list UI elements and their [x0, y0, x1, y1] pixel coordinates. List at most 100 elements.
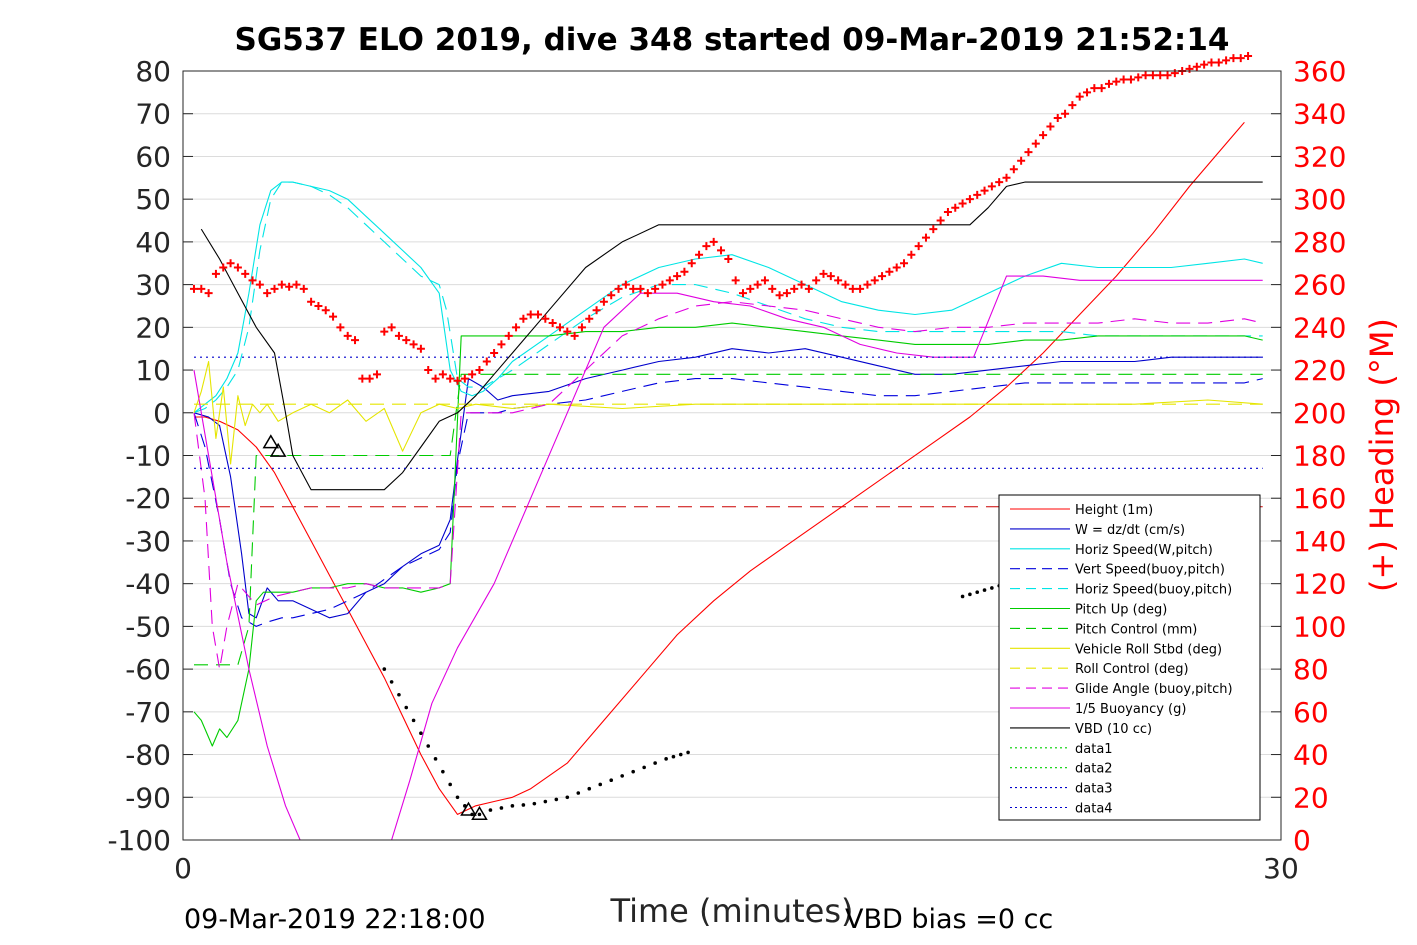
y2-tick-label: 340	[1293, 98, 1346, 131]
heading-marker	[599, 297, 608, 306]
heading-marker	[424, 366, 433, 375]
heading-marker	[226, 259, 235, 268]
heading-marker	[1163, 71, 1172, 80]
heading-marker	[621, 280, 630, 289]
data-point-marker	[543, 799, 548, 804]
series-group	[193, 121, 1263, 840]
series-pitch-control-mm	[194, 373, 1263, 666]
heading-marker	[1046, 122, 1055, 131]
data-point-marker	[419, 731, 423, 735]
legend-label: Horiz Speed(buoy,pitch)	[1075, 583, 1232, 598]
heading-marker	[197, 284, 206, 293]
heading-marker	[753, 280, 762, 289]
y-tick-label: 70	[135, 98, 171, 131]
triangle-marker	[269, 442, 287, 457]
heading-marker	[1214, 58, 1223, 67]
heading-marker	[321, 306, 330, 315]
heading-marker	[255, 280, 264, 289]
heading-marker	[416, 344, 425, 353]
y-tick-label: -60	[125, 653, 171, 686]
heading-marker	[541, 314, 550, 323]
left-axis-ticks: 80 70 60 50 40 30 20 10 0 -10 -20 -30 -40 -50 -60 -70 -8…	[107, 55, 193, 857]
series-glide-angle-buoy-pitch	[193, 301, 1263, 670]
heading-marker	[885, 267, 894, 276]
heading-marker	[490, 348, 499, 357]
heading-marker	[343, 331, 352, 340]
data-point-marker	[411, 718, 416, 723]
y2-tick-label: 220	[1293, 354, 1346, 387]
series-1-5-buoyancy-g	[193, 275, 1263, 840]
data-point-marker	[642, 765, 646, 770]
heading-marker	[460, 374, 469, 383]
heading-marker	[1170, 69, 1179, 78]
legend-label: Horiz Speed(W,pitch)	[1075, 543, 1213, 558]
heading-marker	[563, 327, 572, 336]
y-tick-label: 80	[135, 55, 171, 88]
x-axis-ticks: 0 30	[174, 830, 1299, 885]
heading-marker	[1112, 77, 1121, 86]
heading-marker	[299, 284, 308, 293]
heading-marker	[1097, 84, 1106, 93]
right-axis-label: (+) Heading (°M)	[1363, 318, 1401, 592]
legend-label: Height (1m)	[1075, 503, 1153, 518]
heading-series	[189, 52, 1253, 385]
heading-marker	[314, 301, 323, 310]
y-tick-label: 0	[153, 397, 171, 430]
data-point-marker	[620, 774, 624, 778]
heading-marker	[577, 323, 586, 332]
y-tick-label: 60	[135, 140, 171, 173]
heading-marker	[943, 207, 952, 216]
heading-marker	[951, 203, 960, 212]
triangle-marker	[460, 801, 477, 816]
heading-marker	[1024, 148, 1033, 157]
y-tick-label: 40	[135, 226, 171, 259]
heading-marker	[585, 314, 594, 323]
heading-marker	[570, 331, 579, 340]
y2-tick-label: 320	[1293, 140, 1346, 173]
data-point-marker	[975, 590, 980, 595]
data-point-marker	[389, 680, 394, 684]
y2-tick-label: 240	[1293, 311, 1346, 344]
y-tick-label: -10	[125, 440, 171, 473]
data-point-marker	[631, 769, 635, 774]
legend-label: Vert Speed(buoy,pitch)	[1075, 563, 1225, 578]
heading-marker	[1156, 71, 1165, 80]
y2-tick-label: 280	[1293, 226, 1346, 259]
data-point-marker	[397, 692, 401, 697]
legend-label: Vehicle Roll Stbd (deg)	[1075, 642, 1222, 657]
y2-tick-label: 100	[1293, 610, 1346, 643]
footer-timestamp: 09-Mar-2019 22:18:00	[184, 904, 486, 935]
data-point-marker	[671, 754, 676, 759]
data-point-marker	[426, 744, 431, 748]
heading-marker	[892, 263, 901, 272]
heading-marker	[1222, 56, 1231, 65]
heading-marker	[211, 269, 220, 278]
y-tick-label: -40	[125, 568, 171, 601]
heading-marker	[797, 280, 806, 289]
y2-tick-label: 200	[1293, 397, 1346, 430]
heading-marker	[965, 195, 974, 204]
heading-marker	[695, 250, 704, 259]
heading-marker	[1104, 79, 1113, 88]
heading-marker	[673, 272, 682, 281]
heading-marker	[402, 336, 411, 345]
y2-tick-label: 40	[1293, 739, 1329, 772]
y-tick-label: -70	[125, 696, 171, 729]
heading-marker	[1090, 84, 1099, 93]
series-vbd-10-cc	[200, 181, 1263, 491]
heading-marker	[790, 284, 799, 293]
y-tick-label: -50	[125, 610, 171, 643]
heading-marker	[614, 284, 623, 293]
legend-label: data4	[1075, 802, 1113, 817]
data-point-marker	[565, 795, 570, 800]
y2-tick-label: 120	[1293, 568, 1346, 601]
heading-marker	[629, 284, 638, 293]
legend-label: Roll Control (deg)	[1075, 662, 1189, 677]
heading-marker	[826, 272, 835, 281]
heading-marker	[263, 289, 272, 298]
heading-marker	[189, 284, 198, 293]
heading-marker	[336, 323, 345, 332]
heading-marker	[607, 291, 616, 300]
data-point-marker	[382, 667, 387, 671]
heading-marker	[687, 259, 696, 268]
